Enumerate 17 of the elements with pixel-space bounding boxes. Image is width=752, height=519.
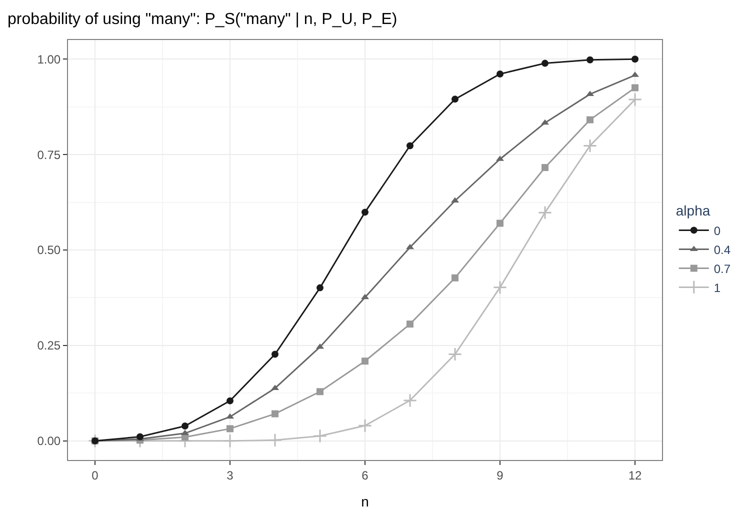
chart-title: probability of using "many": P_S("many" | n, P_U, P_E) [8, 11, 398, 28]
x-tick-label: 6 [362, 468, 369, 482]
y-tick-label: 0.25 [37, 338, 61, 353]
legend-label: 1 [714, 280, 721, 295]
y-tick-label: 1.00 [37, 52, 61, 66]
legend-label: 0 [714, 224, 721, 238]
legend-label: 0.4 [714, 242, 731, 257]
legend-label: 0.7 [714, 262, 731, 276]
y-tick-label: 0.00 [37, 434, 61, 448]
legend-title: alpha [676, 202, 710, 219]
x-tick-label: 0 [92, 468, 99, 482]
x-tick-label: 12 [628, 468, 642, 482]
x-tick-label: 3 [226, 468, 234, 482]
y-tick-label: 0.50 [37, 243, 61, 258]
y-tick-label: 0.75 [37, 148, 61, 162]
x-axis-title: n [361, 494, 369, 510]
x-tick-label: 9 [496, 468, 504, 482]
